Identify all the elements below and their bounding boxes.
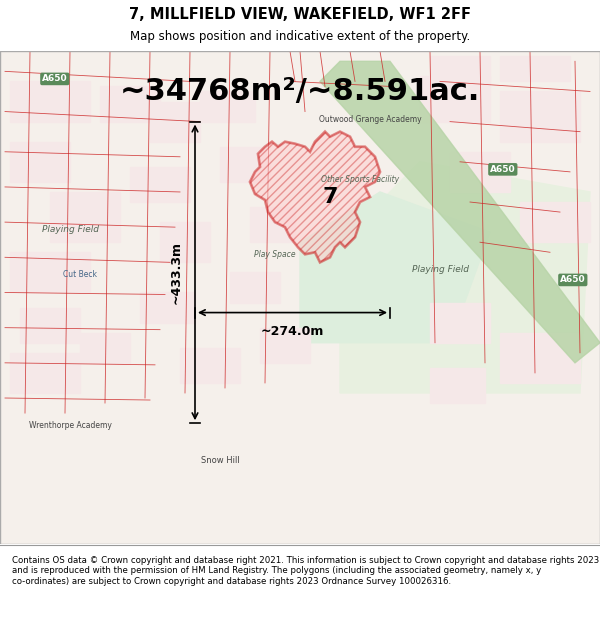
Polygon shape [420,76,490,122]
Polygon shape [430,56,490,81]
Polygon shape [500,91,580,142]
Text: Wrenthorpe Academy: Wrenthorpe Academy [29,421,112,430]
Polygon shape [10,253,90,292]
Text: 7: 7 [322,187,338,207]
Polygon shape [250,132,380,262]
Polygon shape [20,308,80,342]
Polygon shape [10,81,90,122]
Polygon shape [50,192,120,242]
Text: A650: A650 [42,74,68,83]
Polygon shape [100,86,160,122]
Text: Cut Beck: Cut Beck [63,271,97,279]
Text: ~34768m²/~8.591ac.: ~34768m²/~8.591ac. [120,77,480,106]
Polygon shape [80,332,130,363]
Text: ~433.3m: ~433.3m [170,241,183,304]
Polygon shape [220,147,270,182]
Polygon shape [260,328,310,363]
Polygon shape [300,192,490,342]
Polygon shape [250,207,295,242]
Text: Snow Hill: Snow Hill [200,456,239,466]
Polygon shape [150,101,200,142]
Text: Contains OS data © Crown copyright and database right 2021. This information is : Contains OS data © Crown copyright and d… [12,556,599,586]
Text: Playing Field: Playing Field [412,266,469,274]
Polygon shape [130,167,190,202]
Text: Outwood Grange Academy: Outwood Grange Academy [319,114,421,124]
Text: Play Space: Play Space [254,250,296,259]
Text: Playing Field: Playing Field [41,225,98,234]
Text: A650: A650 [490,165,515,174]
Text: A650: A650 [560,276,586,284]
Text: Other Sports Facility: Other Sports Facility [321,175,399,184]
Text: ~274.0m: ~274.0m [261,324,324,338]
Polygon shape [430,368,485,403]
Polygon shape [320,61,600,363]
Polygon shape [160,222,210,262]
Text: 7, MILLFIELD VIEW, WAKEFIELD, WF1 2FF: 7, MILLFIELD VIEW, WAKEFIELD, WF1 2FF [129,7,471,22]
Polygon shape [10,142,70,182]
Polygon shape [500,56,570,81]
Polygon shape [10,352,80,393]
Polygon shape [520,202,590,242]
Polygon shape [230,272,280,302]
Polygon shape [140,292,195,322]
Polygon shape [450,152,510,192]
Polygon shape [200,91,255,122]
Polygon shape [340,162,590,393]
Polygon shape [180,348,240,383]
Polygon shape [500,332,580,383]
Text: Map shows position and indicative extent of the property.: Map shows position and indicative extent… [130,31,470,43]
Polygon shape [430,302,490,343]
